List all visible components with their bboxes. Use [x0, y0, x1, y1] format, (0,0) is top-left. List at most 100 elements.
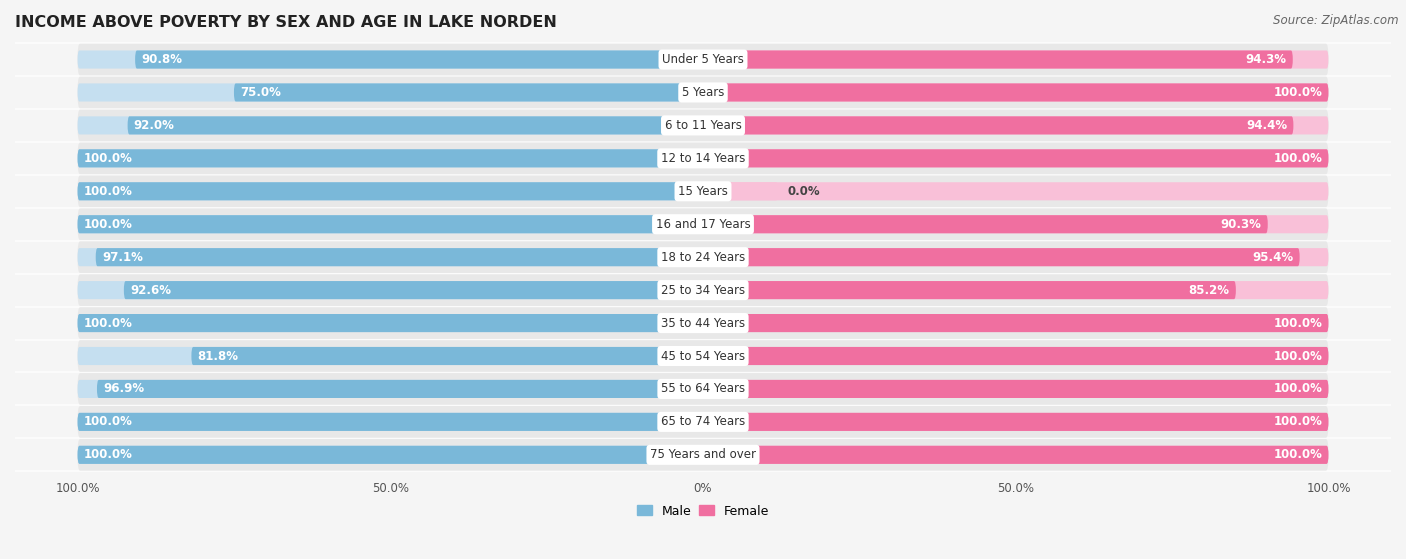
FancyBboxPatch shape	[703, 215, 1268, 233]
Text: 97.1%: 97.1%	[103, 250, 143, 264]
Text: 95.4%: 95.4%	[1253, 250, 1294, 264]
FancyBboxPatch shape	[97, 380, 703, 398]
FancyBboxPatch shape	[77, 215, 703, 233]
FancyBboxPatch shape	[77, 340, 1329, 372]
Text: 55 to 64 Years: 55 to 64 Years	[661, 382, 745, 395]
FancyBboxPatch shape	[703, 413, 1329, 431]
Text: 100.0%: 100.0%	[1274, 152, 1322, 165]
Text: 90.3%: 90.3%	[1220, 218, 1261, 231]
FancyBboxPatch shape	[703, 215, 1329, 233]
FancyBboxPatch shape	[703, 116, 1329, 135]
FancyBboxPatch shape	[703, 446, 1329, 464]
FancyBboxPatch shape	[135, 50, 703, 69]
Text: 12 to 14 Years: 12 to 14 Years	[661, 152, 745, 165]
Text: 0.0%: 0.0%	[787, 185, 820, 198]
Text: 65 to 74 Years: 65 to 74 Years	[661, 415, 745, 428]
Text: 92.6%: 92.6%	[131, 283, 172, 297]
FancyBboxPatch shape	[96, 248, 703, 266]
FancyBboxPatch shape	[703, 248, 1299, 266]
FancyBboxPatch shape	[77, 176, 1329, 207]
FancyBboxPatch shape	[77, 314, 703, 332]
FancyBboxPatch shape	[77, 380, 703, 398]
Text: 100.0%: 100.0%	[1274, 448, 1322, 461]
Text: INCOME ABOVE POVERTY BY SEX AND AGE IN LAKE NORDEN: INCOME ABOVE POVERTY BY SEX AND AGE IN L…	[15, 15, 557, 30]
FancyBboxPatch shape	[77, 241, 1329, 273]
FancyBboxPatch shape	[77, 149, 703, 167]
FancyBboxPatch shape	[77, 439, 1329, 471]
Text: 100.0%: 100.0%	[84, 448, 132, 461]
FancyBboxPatch shape	[77, 110, 1329, 141]
Legend: Male, Female: Male, Female	[631, 500, 775, 523]
Text: 90.8%: 90.8%	[142, 53, 183, 66]
FancyBboxPatch shape	[77, 215, 703, 233]
Text: 100.0%: 100.0%	[1274, 86, 1322, 99]
FancyBboxPatch shape	[703, 149, 1329, 167]
FancyBboxPatch shape	[77, 307, 1329, 339]
FancyBboxPatch shape	[703, 50, 1292, 69]
Text: 100.0%: 100.0%	[84, 218, 132, 231]
Text: 81.8%: 81.8%	[198, 349, 239, 362]
Text: 100.0%: 100.0%	[84, 415, 132, 428]
Text: 100.0%: 100.0%	[84, 316, 132, 330]
Text: 100.0%: 100.0%	[1274, 382, 1322, 395]
FancyBboxPatch shape	[703, 314, 1329, 332]
FancyBboxPatch shape	[703, 83, 1329, 102]
FancyBboxPatch shape	[703, 182, 778, 200]
FancyBboxPatch shape	[77, 182, 703, 200]
Text: 92.0%: 92.0%	[134, 119, 174, 132]
FancyBboxPatch shape	[77, 83, 703, 102]
Text: 94.4%: 94.4%	[1246, 119, 1286, 132]
FancyBboxPatch shape	[77, 274, 1329, 306]
FancyBboxPatch shape	[703, 380, 1329, 398]
FancyBboxPatch shape	[77, 413, 703, 431]
Text: 100.0%: 100.0%	[84, 185, 132, 198]
FancyBboxPatch shape	[77, 44, 1329, 75]
FancyBboxPatch shape	[77, 347, 703, 365]
FancyBboxPatch shape	[703, 347, 1329, 365]
FancyBboxPatch shape	[703, 347, 1329, 365]
FancyBboxPatch shape	[703, 116, 1294, 135]
FancyBboxPatch shape	[77, 149, 703, 167]
FancyBboxPatch shape	[77, 248, 703, 266]
Text: Source: ZipAtlas.com: Source: ZipAtlas.com	[1274, 14, 1399, 27]
FancyBboxPatch shape	[77, 406, 1329, 438]
FancyBboxPatch shape	[77, 77, 1329, 108]
FancyBboxPatch shape	[77, 50, 703, 69]
Text: Under 5 Years: Under 5 Years	[662, 53, 744, 66]
FancyBboxPatch shape	[703, 446, 1329, 464]
Text: 100.0%: 100.0%	[1274, 316, 1322, 330]
FancyBboxPatch shape	[703, 380, 1329, 398]
FancyBboxPatch shape	[77, 143, 1329, 174]
FancyBboxPatch shape	[77, 446, 703, 464]
FancyBboxPatch shape	[191, 347, 703, 365]
Text: 18 to 24 Years: 18 to 24 Years	[661, 250, 745, 264]
Text: 5 Years: 5 Years	[682, 86, 724, 99]
Text: 85.2%: 85.2%	[1188, 283, 1230, 297]
Text: 6 to 11 Years: 6 to 11 Years	[665, 119, 741, 132]
FancyBboxPatch shape	[703, 314, 1329, 332]
FancyBboxPatch shape	[128, 116, 703, 135]
Text: 25 to 34 Years: 25 to 34 Years	[661, 283, 745, 297]
Text: 100.0%: 100.0%	[1274, 415, 1322, 428]
Text: 15 Years: 15 Years	[678, 185, 728, 198]
FancyBboxPatch shape	[703, 50, 1329, 69]
FancyBboxPatch shape	[77, 116, 703, 135]
FancyBboxPatch shape	[703, 413, 1329, 431]
FancyBboxPatch shape	[77, 373, 1329, 405]
FancyBboxPatch shape	[77, 446, 703, 464]
FancyBboxPatch shape	[703, 281, 1236, 299]
FancyBboxPatch shape	[703, 281, 1329, 299]
Text: 45 to 54 Years: 45 to 54 Years	[661, 349, 745, 362]
Text: 16 and 17 Years: 16 and 17 Years	[655, 218, 751, 231]
FancyBboxPatch shape	[77, 182, 703, 200]
FancyBboxPatch shape	[703, 149, 1329, 167]
Text: 100.0%: 100.0%	[1274, 349, 1322, 362]
FancyBboxPatch shape	[77, 314, 703, 332]
FancyBboxPatch shape	[77, 281, 703, 299]
Text: 35 to 44 Years: 35 to 44 Years	[661, 316, 745, 330]
FancyBboxPatch shape	[703, 248, 1329, 266]
Text: 96.9%: 96.9%	[103, 382, 145, 395]
FancyBboxPatch shape	[124, 281, 703, 299]
Text: 75.0%: 75.0%	[240, 86, 281, 99]
Text: 94.3%: 94.3%	[1246, 53, 1286, 66]
